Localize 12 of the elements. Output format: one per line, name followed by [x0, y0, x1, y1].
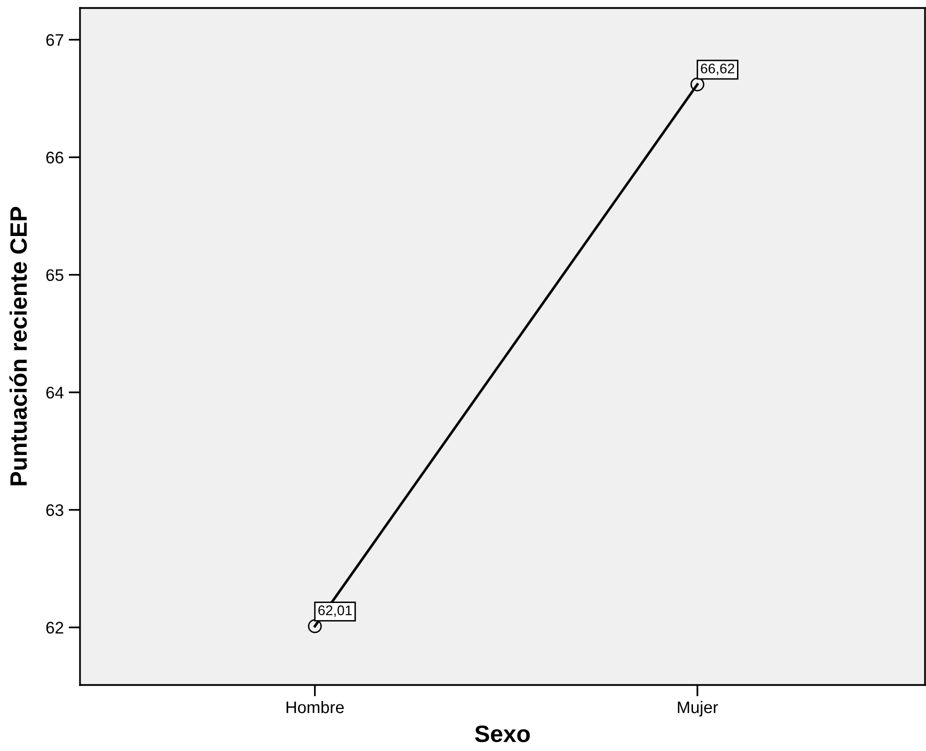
x-tick-label: Mujer: [678, 700, 718, 717]
x-axis-title: Sexo: [474, 725, 530, 742]
y-tick-label: 67: [46, 34, 64, 46]
y-tick-label: 65: [46, 269, 64, 282]
y-tick-label: 63: [46, 504, 64, 516]
x-tick-label: Hombre: [286, 700, 344, 714]
data-label: 62,01: [318, 605, 352, 617]
y-axis-title: Puntuación reciente CEP: [9, 206, 27, 486]
y-tick-label: 64: [46, 386, 64, 399]
y-tick-label: 66: [46, 152, 64, 164]
data-label: 66,62: [700, 64, 734, 76]
y-tick-label: 62: [46, 622, 64, 634]
